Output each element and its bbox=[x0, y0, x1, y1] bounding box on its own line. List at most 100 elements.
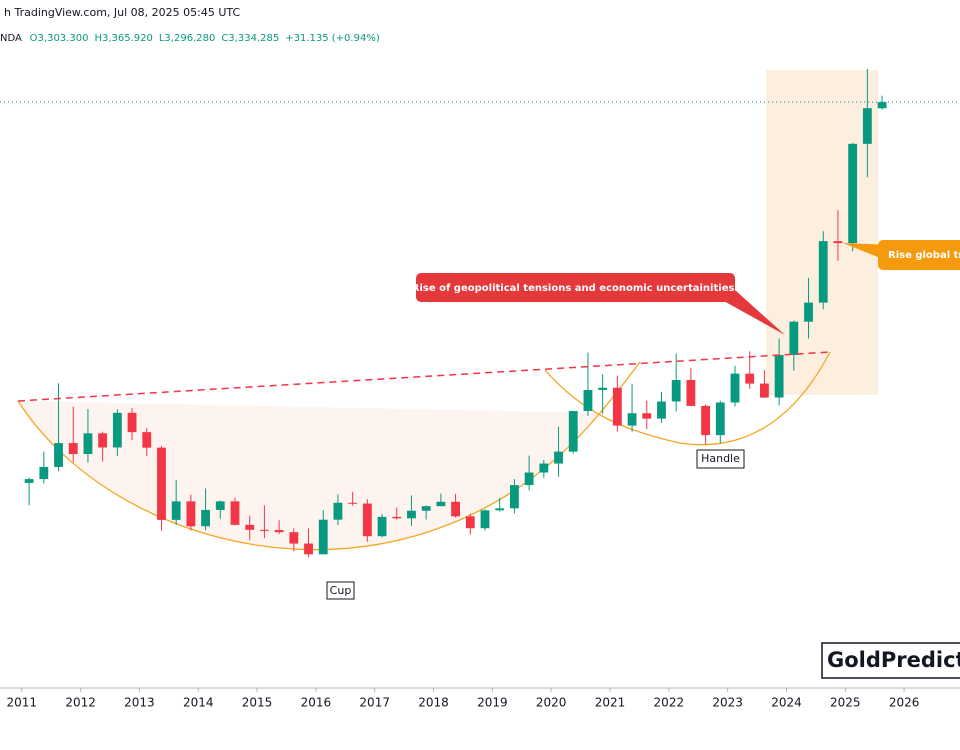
x-tick-label: 2015 bbox=[242, 696, 273, 710]
candle-body bbox=[377, 516, 387, 537]
x-tick-label: 2016 bbox=[301, 696, 332, 710]
candle-body bbox=[304, 543, 313, 555]
candle-body bbox=[568, 411, 578, 452]
x-tick-label: 2026 bbox=[889, 696, 920, 710]
x-tick-label: 2019 bbox=[477, 696, 508, 710]
candle-body bbox=[510, 485, 519, 509]
candle-body bbox=[142, 432, 152, 448]
candle-body bbox=[701, 405, 710, 436]
header-source: h TradingView.com, Jul 08, 2025 05:45 UT… bbox=[4, 6, 240, 19]
x-tick-label: 2013 bbox=[124, 696, 155, 710]
candle-body bbox=[583, 389, 593, 412]
candle-body bbox=[392, 516, 402, 519]
label-box bbox=[696, 449, 745, 469]
candle-body bbox=[612, 387, 622, 426]
callout-text: Rise global tra bbox=[888, 250, 960, 261]
candle-body bbox=[348, 502, 358, 504]
candle-body bbox=[407, 510, 416, 519]
candle-body bbox=[260, 529, 269, 531]
candle-body bbox=[112, 412, 122, 448]
candle-body bbox=[789, 321, 799, 355]
x-tick-label: 2025 bbox=[830, 696, 861, 710]
callout-text: Rise of geopolitical tensions and econom… bbox=[412, 283, 738, 294]
x-tick-label: 2017 bbox=[359, 696, 390, 710]
highlight-zone bbox=[766, 70, 878, 395]
candle-body bbox=[83, 433, 93, 455]
ohlc-high: H3,365.920 bbox=[94, 33, 152, 44]
candle-body bbox=[804, 302, 813, 322]
x-tick-label: 2021 bbox=[595, 696, 626, 710]
x-tick-label: 2014 bbox=[183, 696, 214, 710]
candle-body bbox=[98, 433, 108, 448]
x-tick-label: 2024 bbox=[771, 696, 802, 710]
candle-body bbox=[289, 532, 299, 544]
candle-body bbox=[436, 501, 446, 507]
candle-body bbox=[657, 401, 666, 419]
candle-body bbox=[730, 373, 740, 403]
x-axis-labels: 2011 2012 2013 2014 2015 2016 2017 2018 2019 2020… bbox=[6, 688, 919, 710]
candle-body bbox=[201, 509, 210, 527]
candle-body bbox=[39, 466, 49, 480]
candle-body bbox=[686, 380, 696, 406]
label-box bbox=[326, 581, 355, 600]
candles bbox=[0, 69, 960, 558]
candle-body bbox=[318, 519, 328, 555]
candle-body bbox=[715, 402, 725, 436]
candle-body bbox=[774, 354, 784, 398]
candle-body bbox=[362, 503, 372, 537]
handle-label: Handle bbox=[701, 452, 740, 465]
candle-body bbox=[833, 241, 843, 244]
resistance-line bbox=[17, 351, 831, 402]
x-tick-label: 2020 bbox=[536, 696, 567, 710]
candle-body bbox=[333, 502, 343, 520]
candle-body bbox=[848, 143, 858, 244]
candle-body bbox=[598, 387, 608, 390]
candle-body bbox=[539, 463, 549, 473]
candle-body bbox=[186, 501, 196, 527]
candle-body bbox=[245, 524, 255, 530]
candle-body bbox=[230, 501, 240, 525]
candle-body bbox=[745, 373, 755, 384]
cup-label: Cup bbox=[330, 584, 352, 597]
watermark: GoldPredicto bbox=[827, 648, 960, 672]
x-tick-label: 2012 bbox=[65, 696, 96, 710]
ohlc-close: C3,334.285 bbox=[221, 33, 279, 44]
candle-body bbox=[215, 501, 225, 510]
ohlc-line: NDA O3,303.300 H3,365.920 L3,296.280 C3,334.… bbox=[0, 33, 380, 44]
candle-body bbox=[818, 241, 828, 303]
x-tick-label: 2023 bbox=[712, 696, 743, 710]
candle-body bbox=[480, 510, 490, 529]
candle-body bbox=[760, 383, 769, 398]
candle-body bbox=[671, 380, 681, 402]
candle-body bbox=[877, 102, 887, 109]
candle-body bbox=[862, 108, 872, 144]
candle-body bbox=[24, 479, 34, 483]
candle-body bbox=[642, 413, 652, 419]
candle-body bbox=[421, 506, 431, 511]
ohlc-change: +31.135 (+0.94%) bbox=[285, 33, 380, 44]
candle-body bbox=[554, 451, 563, 464]
symbol: NDA bbox=[0, 33, 22, 44]
x-tick-label: 2022 bbox=[654, 696, 685, 710]
ohlc-low: L3,296.280 bbox=[159, 33, 215, 44]
candle-body bbox=[157, 447, 166, 520]
candle-body bbox=[524, 472, 534, 486]
candle-body bbox=[171, 501, 181, 520]
watermark-box bbox=[821, 642, 960, 679]
callout-box bbox=[416, 273, 735, 302]
handle-arc bbox=[544, 351, 831, 446]
candle-body bbox=[451, 501, 460, 517]
x-tick-label: 2018 bbox=[418, 696, 449, 710]
candle-body bbox=[127, 412, 137, 433]
ohlc-open: O3,303.300 bbox=[30, 33, 89, 44]
candle-body bbox=[68, 443, 78, 455]
x-tick-label: 2011 bbox=[6, 696, 37, 710]
candle-body bbox=[465, 516, 475, 529]
candle-body bbox=[495, 508, 505, 511]
candle-body bbox=[54, 443, 63, 467]
candle-body bbox=[627, 413, 637, 426]
callout-pointer bbox=[722, 290, 785, 335]
callout-box bbox=[878, 240, 960, 270]
candle-body bbox=[274, 530, 284, 533]
